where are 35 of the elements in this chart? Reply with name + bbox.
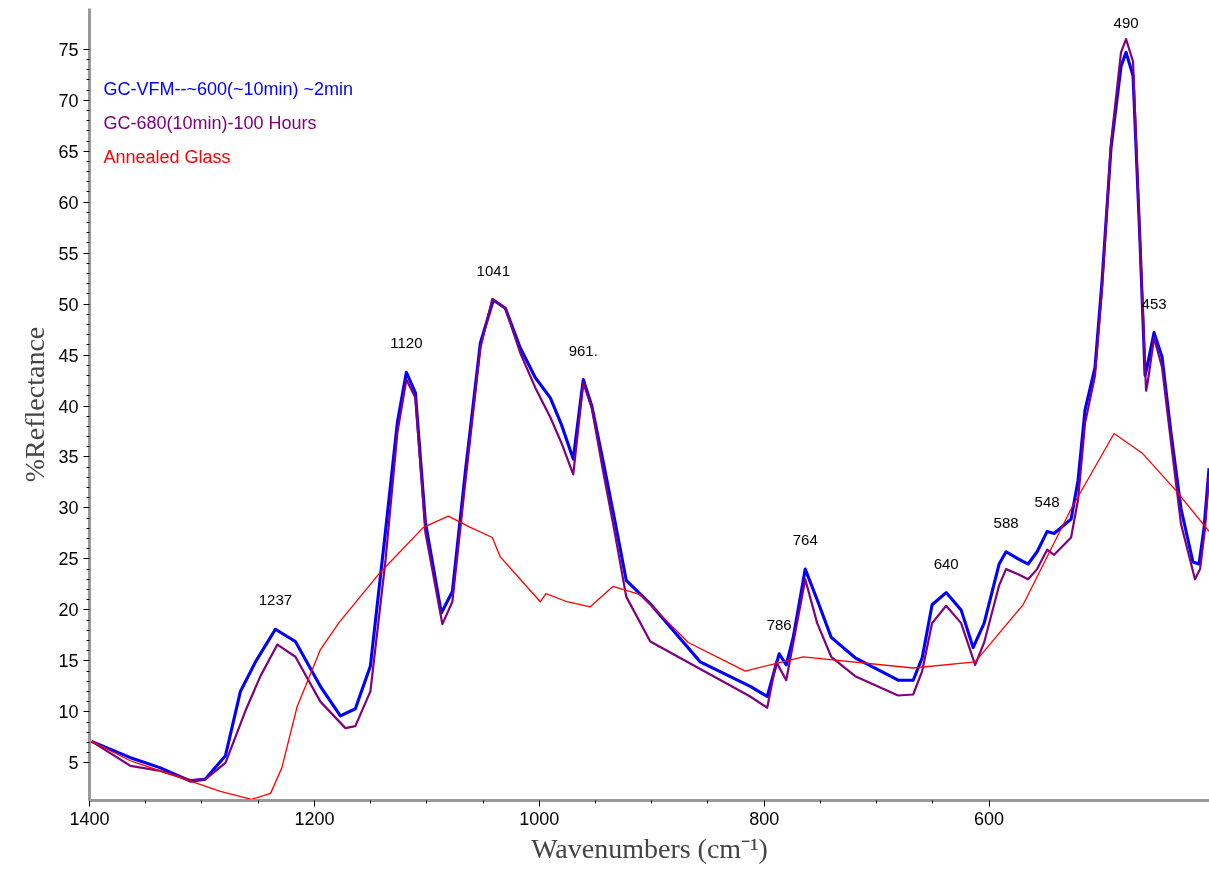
y-tick-label: 65 <box>58 141 79 162</box>
x-tick-label: 800 <box>749 808 780 829</box>
annotation: 1237 <box>258 591 293 609</box>
y-tick-label: 60 <box>58 192 79 213</box>
annotation: 764 <box>792 531 818 549</box>
text: GC-680(10min)-100 Hours <box>103 112 317 133</box>
text: Annealed Glass <box>103 146 231 167</box>
y-tick-label: 5 <box>68 753 79 774</box>
annotation: 588 <box>993 513 1019 531</box>
y-tick-label: 50 <box>58 294 79 315</box>
x-axis-title: Wavenumbers (cm⁻¹) <box>531 832 768 864</box>
annotation: 548 <box>1034 493 1060 511</box>
annotation: 786 <box>766 615 792 633</box>
y-tick-label: 30 <box>58 498 79 519</box>
annotation: 1120 <box>390 334 423 352</box>
annotation: 490 <box>1113 14 1139 32</box>
y-tick-label: 55 <box>58 243 79 264</box>
y-tick-label: 40 <box>58 396 79 417</box>
y-tick-label: 15 <box>58 651 79 672</box>
y-tick-label: 35 <box>58 447 79 468</box>
x-tick-label: 600 <box>974 808 1005 829</box>
x-tick-label: 1200 <box>294 808 335 829</box>
x-tick-label: 1000 <box>519 808 560 829</box>
x-tick-label: 1400 <box>69 808 110 829</box>
y-tick-label: 25 <box>58 549 79 570</box>
y-tick-label: 45 <box>58 345 79 366</box>
annotation: 640 <box>933 554 959 572</box>
y-axis-title: %Reflectance <box>19 326 51 483</box>
y-tick-label: 70 <box>58 90 79 111</box>
y-tick-label: 20 <box>58 600 79 621</box>
y-tick-label: 75 <box>58 39 79 60</box>
y-tick-label: 10 <box>58 702 79 723</box>
annotation: 961. <box>568 341 598 359</box>
text: GC-VFM--~600(~10min) ~2min <box>103 78 354 99</box>
annotation: 1041 <box>476 262 510 280</box>
